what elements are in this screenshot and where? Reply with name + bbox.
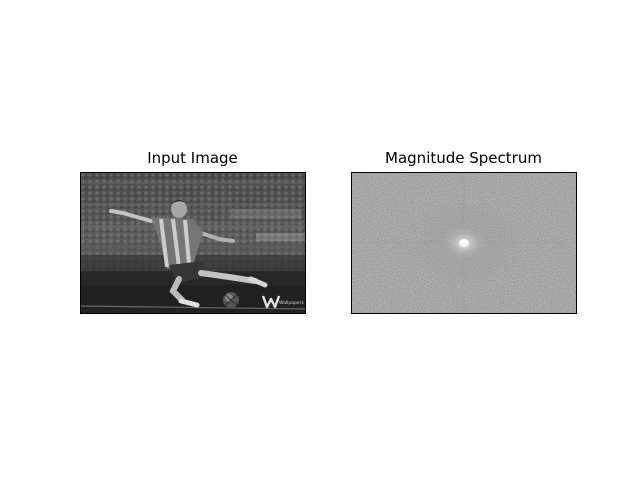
input-image-photo: Wallpapers [81, 173, 305, 313]
magnitude-spectrum-title: Magnitude Spectrum [385, 149, 542, 167]
magnitude-spectrum-axes [351, 172, 577, 314]
input-image-axes: Wallpapers [80, 172, 306, 314]
magnitude-spectrum-image [352, 173, 576, 313]
input-image-title: Input Image [147, 149, 238, 167]
dc-component-spot [459, 239, 469, 247]
